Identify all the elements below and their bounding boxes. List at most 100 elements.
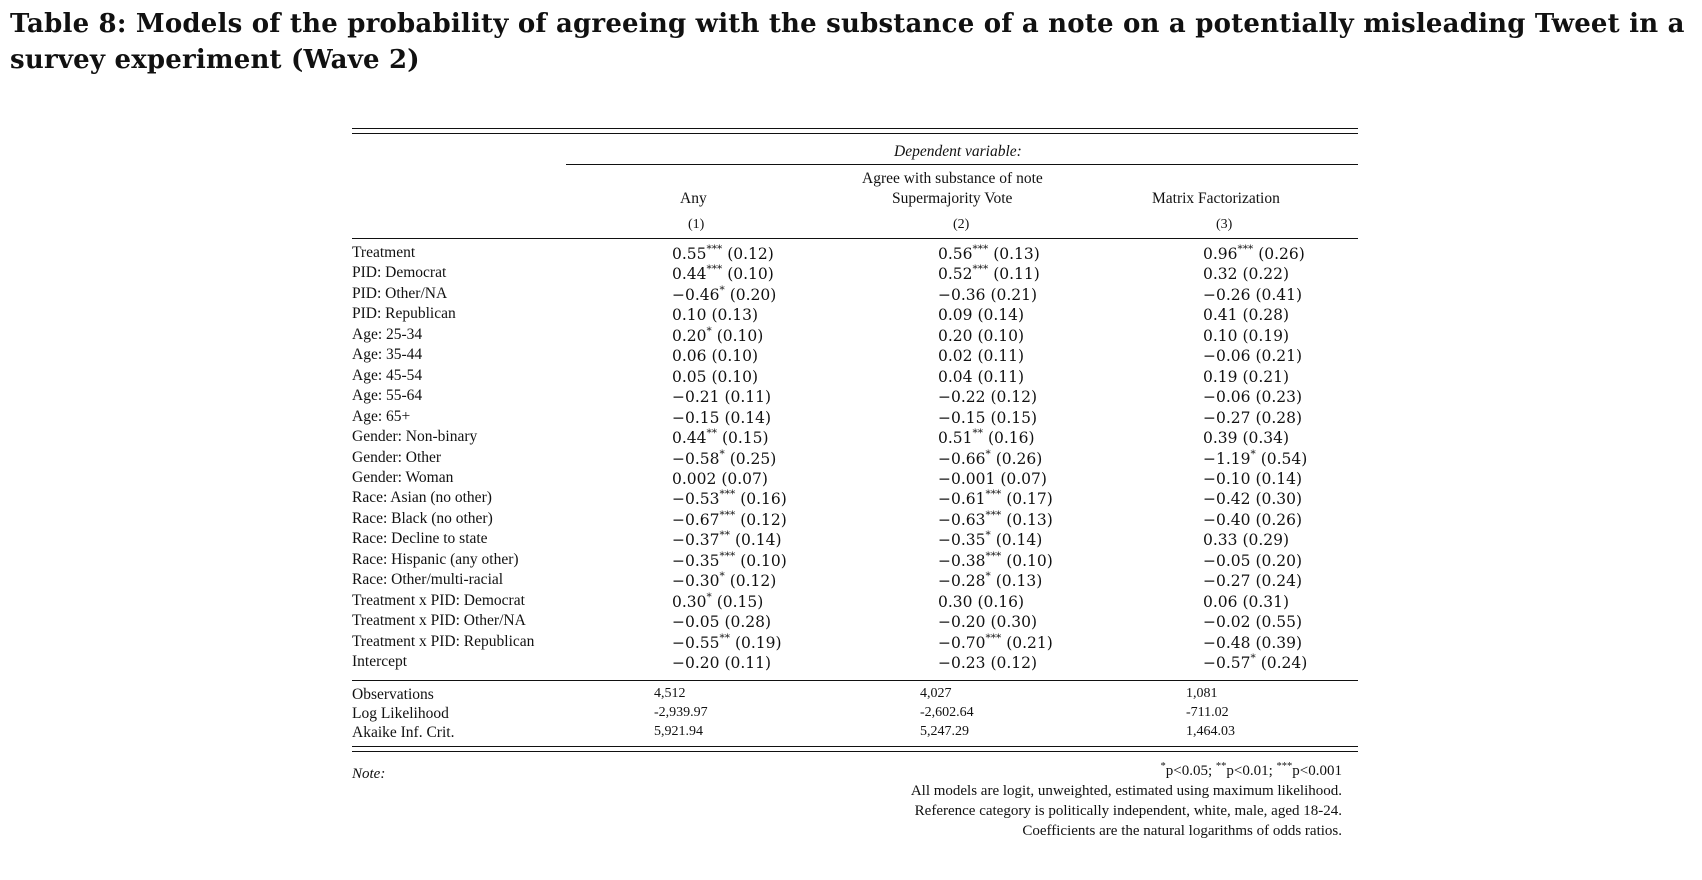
coefficient-estimate: −0.10: [1203, 470, 1251, 489]
coefficient-cell-col3: −0.10 (0.14): [1203, 469, 1302, 488]
coefficient-cell-col3: −0.57* (0.24): [1203, 652, 1307, 672]
coefficient-estimate: −0.37: [672, 531, 720, 550]
coefficient-cell-col2: 0.52*** (0.11): [938, 263, 1040, 284]
stat-row: Akaike Inf. Crit. 5,921.94 5,247.29 1,464.0…: [352, 724, 1358, 744]
coefficient-estimate: −0.61: [938, 490, 986, 509]
row-label: Intercept: [352, 653, 408, 670]
coefficient-cell-col1: −0.53*** (0.16): [672, 488, 787, 508]
significance-stars: ***: [719, 508, 736, 521]
coefficient-cell-col2: −0.001 (0.07): [938, 469, 1047, 488]
coefficient-cell-col3: −0.06 (0.21): [1203, 346, 1302, 365]
standard-error: (0.20): [729, 286, 777, 305]
row-label: Gender: Other: [352, 448, 442, 466]
significance-stars: *: [719, 447, 725, 460]
standard-error: (0.10): [716, 326, 764, 345]
row-label: Age: 55-64: [352, 387, 423, 405]
standard-error: (0.11): [724, 654, 772, 673]
coefficient-cell-col1: −0.67*** (0.12): [672, 508, 787, 529]
coefficient-estimate: −0.05: [672, 613, 720, 632]
standard-error: (0.16): [977, 592, 1025, 611]
table-row: Treatment x PID: Other/NA −0.05 (0.28) −0.…: [352, 612, 1358, 632]
coefficient-cell-col1: 0.44*** (0.10): [672, 263, 774, 284]
standard-error: (0.19): [1242, 326, 1290, 345]
coefficient-estimate: −0.30: [672, 572, 720, 591]
stat-row: Observations 4,512 4,027 1,081: [352, 686, 1358, 706]
coefficient-estimate: −0.67: [672, 511, 720, 529]
standard-error: (0.16): [987, 429, 1035, 448]
standard-error: (0.24): [1255, 572, 1303, 591]
significance-threshold: p<0.05;: [1165, 763, 1216, 779]
coefficient-cell-col1: 0.44** (0.15): [672, 427, 769, 447]
standard-error: (0.14): [734, 531, 782, 550]
table-row: Gender: Non-binary 0.44** (0.15) 0.51** (0…: [352, 427, 1358, 448]
coefficient-estimate: −0.40: [1203, 511, 1251, 529]
col1-name: Any: [680, 190, 707, 207]
coefficient-cell-col3: −0.05 (0.20): [1203, 551, 1302, 570]
row-label: Gender: Non-binary: [352, 428, 478, 446]
standard-error: (0.07): [1000, 470, 1047, 489]
col3-name: Matrix Factorization: [1152, 190, 1280, 207]
standard-error: (0.11): [993, 265, 1040, 284]
standard-error: (0.21): [990, 286, 1038, 305]
table-row: Race: Decline to state −0.37** (0.14) −0.3…: [352, 529, 1358, 550]
coefficient-cell-col3: −0.27 (0.28): [1203, 408, 1302, 427]
coefficient-estimate: −0.42: [1203, 490, 1251, 509]
coefficient-cell-col1: 0.10 (0.13): [672, 305, 759, 325]
coefficient-cell-col3: 0.41 (0.28): [1203, 305, 1289, 325]
table-row: Gender: Woman 0.002 (0.07) −0.001 (0.07) −0…: [352, 469, 1358, 489]
bottom-rule: [352, 746, 1358, 747]
standard-error: (0.23): [1255, 388, 1303, 407]
standard-error: (0.41): [1255, 286, 1303, 305]
coefficient-estimate: 0.02: [938, 347, 973, 366]
coefficient-cell-col2: 0.04 (0.11): [938, 367, 1024, 386]
coefficient-estimate: −0.21: [672, 388, 720, 407]
significance-stars: *: [706, 324, 712, 337]
coefficient-cell-col2: −0.15 (0.15): [938, 408, 1037, 427]
coefficient-cell-col1: 0.05 (0.10): [672, 367, 758, 386]
table-row: Race: Asian (no other) −0.53*** (0.16) −0.…: [352, 488, 1358, 509]
significance-note: *p<0.05; **p<0.01; ***p<0.001: [1161, 761, 1343, 780]
table-row: Age: 45-54 0.05 (0.10) 0.04 (0.11) 0.19 (0.…: [352, 367, 1358, 387]
coefficient-cell-col2: 0.20 (0.10): [938, 326, 1024, 345]
coefficient-cell-col2: −0.35* (0.14): [938, 529, 1042, 549]
coefficient-cell-col1: 0.20* (0.10): [672, 324, 764, 345]
coefficient-cell-col2: −0.38*** (0.10): [938, 550, 1053, 570]
coefficient-estimate: −0.27: [1203, 572, 1251, 591]
coefficient-cell-col2: 0.56*** (0.13): [938, 243, 1040, 263]
standard-error: (0.13): [711, 306, 759, 325]
table-row: Gender: Other −0.58* (0.25) −0.66* (0.26) −…: [352, 447, 1358, 469]
row-label: Treatment x PID: Other/NA: [352, 612, 526, 630]
coefficient-cell-col3: 0.39 (0.34): [1203, 428, 1289, 447]
standard-error: (0.21): [1255, 347, 1303, 366]
coefficient-estimate: 0.32: [1203, 265, 1238, 284]
standard-error: (0.13): [1006, 511, 1053, 529]
coefficient-estimate: −0.70: [938, 633, 986, 652]
coefficient-cell-col1: −0.58* (0.25): [672, 447, 776, 468]
standard-error: (0.10): [711, 347, 759, 366]
standard-error: (0.07): [721, 470, 768, 489]
coefficient-cell-col2: 0.30 (0.16): [938, 592, 1024, 611]
coefficient-estimate: −0.20: [672, 654, 720, 673]
standard-error: (0.10): [1006, 551, 1053, 570]
coefficient-cell-col2: −0.61*** (0.17): [938, 488, 1053, 509]
standard-error: (0.55): [1255, 613, 1303, 632]
coefficient-cell-col2: 0.51** (0.16): [938, 427, 1035, 448]
stat-value-col3: 1,464.03: [1186, 724, 1235, 739]
coefficient-cell-col1: −0.55** (0.19): [672, 632, 782, 652]
table-row: PID: Other/NA −0.46* (0.20) −0.36 (0.21) −0…: [352, 284, 1358, 305]
coefficient-cell-col3: 0.19 (0.21): [1203, 367, 1289, 386]
coefficient-cell-col3: −0.27 (0.24): [1203, 571, 1302, 590]
stat-value-col3: -711.02: [1186, 705, 1229, 720]
coefficient-cell-col1: 0.30* (0.15): [672, 591, 763, 611]
significance-stars: ***: [719, 549, 736, 562]
standard-error: (0.10): [727, 265, 774, 284]
significance-stars: ***: [1237, 243, 1254, 255]
coefficient-cell-col3: −0.48 (0.39): [1203, 633, 1302, 652]
significance-stars: *: [985, 570, 991, 583]
table-row: Age: 65+ −0.15 (0.14) −0.15 (0.15) −0.27 (0…: [352, 408, 1358, 428]
coefficient-estimate: 0.06: [672, 347, 707, 366]
table-title: Table 8: Models of the probability of ag…: [10, 9, 1685, 75]
standard-error: (0.22): [1242, 265, 1290, 284]
significance-stars: *: [1250, 652, 1256, 664]
